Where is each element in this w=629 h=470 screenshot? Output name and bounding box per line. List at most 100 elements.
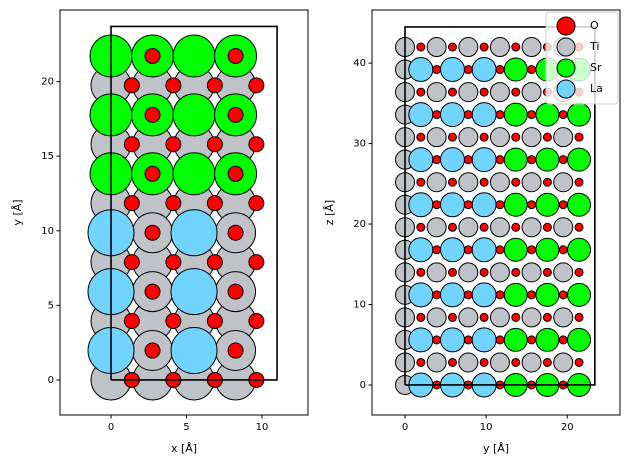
x-tick-label: 10 [256, 422, 269, 433]
atom [123, 195, 140, 212]
atom [227, 165, 244, 182]
atom [574, 132, 584, 142]
atom [432, 200, 442, 210]
atom [248, 254, 265, 271]
x-tick-label: 5 [183, 422, 189, 433]
atom [416, 177, 426, 187]
atom [416, 132, 426, 142]
atom [479, 42, 489, 52]
atom [463, 290, 473, 300]
atom [574, 312, 584, 322]
atom [503, 237, 528, 262]
atom [172, 152, 216, 196]
atom [416, 87, 426, 97]
atom [439, 192, 465, 218]
atom [458, 352, 479, 373]
atom [511, 357, 521, 367]
x-tick-label: 10 [480, 422, 493, 433]
atom [511, 132, 521, 142]
atom [144, 283, 161, 300]
atom [542, 312, 552, 322]
atom [144, 342, 161, 359]
atom [535, 237, 560, 262]
y-tick-label: 10 [41, 226, 54, 237]
atom [458, 37, 479, 58]
atom [432, 155, 442, 165]
atom [471, 282, 497, 308]
atom [144, 224, 161, 241]
atom [416, 222, 426, 232]
atom [527, 335, 537, 345]
atom [489, 37, 510, 58]
atom [416, 357, 426, 367]
atom [489, 262, 510, 283]
atom [489, 82, 510, 103]
y-tick-label: 5 [48, 300, 54, 311]
x-tick-label: 20 [561, 422, 574, 433]
atom [471, 237, 497, 263]
atom [439, 327, 465, 353]
atom [471, 192, 497, 218]
atom [248, 77, 265, 94]
atom [495, 290, 505, 300]
atom [527, 200, 537, 210]
atom [479, 312, 489, 322]
atom [489, 127, 510, 148]
atom [521, 127, 542, 148]
atom [567, 237, 592, 262]
atom [408, 282, 434, 308]
atom [458, 127, 479, 148]
legend-label: La [590, 82, 603, 95]
atom [535, 147, 560, 172]
atom [503, 102, 528, 127]
atom [426, 352, 447, 373]
atom [426, 82, 447, 103]
atom [227, 47, 244, 64]
y-axis-label: y [Å] [11, 199, 24, 225]
legend-marker [556, 16, 576, 36]
atom [574, 357, 584, 367]
atom [447, 312, 457, 322]
atom [463, 110, 473, 120]
atom [553, 172, 574, 193]
atom [123, 313, 140, 330]
atom [170, 209, 218, 257]
atom [489, 172, 510, 193]
atom [553, 127, 574, 148]
atom [439, 57, 465, 83]
atom [439, 282, 465, 308]
atom [567, 327, 592, 352]
atom [408, 192, 434, 218]
atom [227, 342, 244, 359]
atom [511, 312, 521, 322]
atom [471, 147, 497, 173]
x-axis-label: x [Å] [171, 442, 197, 455]
atom [439, 237, 465, 263]
atom [408, 327, 434, 353]
atom [206, 195, 223, 212]
atom [567, 192, 592, 217]
atom [489, 352, 510, 373]
atom [567, 102, 592, 127]
y-tick-label: 30 [353, 139, 366, 150]
atom [447, 87, 457, 97]
x-tick-label: 0 [402, 422, 408, 433]
atom [567, 147, 592, 172]
atom [206, 136, 223, 153]
atom [527, 110, 537, 120]
atom [542, 177, 552, 187]
atom [511, 267, 521, 277]
atom [553, 307, 574, 328]
y-tick-label: 20 [41, 77, 54, 88]
atom [495, 335, 505, 345]
atom [123, 254, 140, 271]
atom [426, 172, 447, 193]
atom [479, 87, 489, 97]
atom [447, 42, 457, 52]
atom [165, 77, 182, 94]
axes-frame [371, 9, 621, 416]
y-tick-label: 10 [353, 300, 366, 311]
atom [503, 327, 528, 352]
legend-label: Ti [589, 40, 599, 53]
y-tick-label: 0 [360, 380, 366, 391]
